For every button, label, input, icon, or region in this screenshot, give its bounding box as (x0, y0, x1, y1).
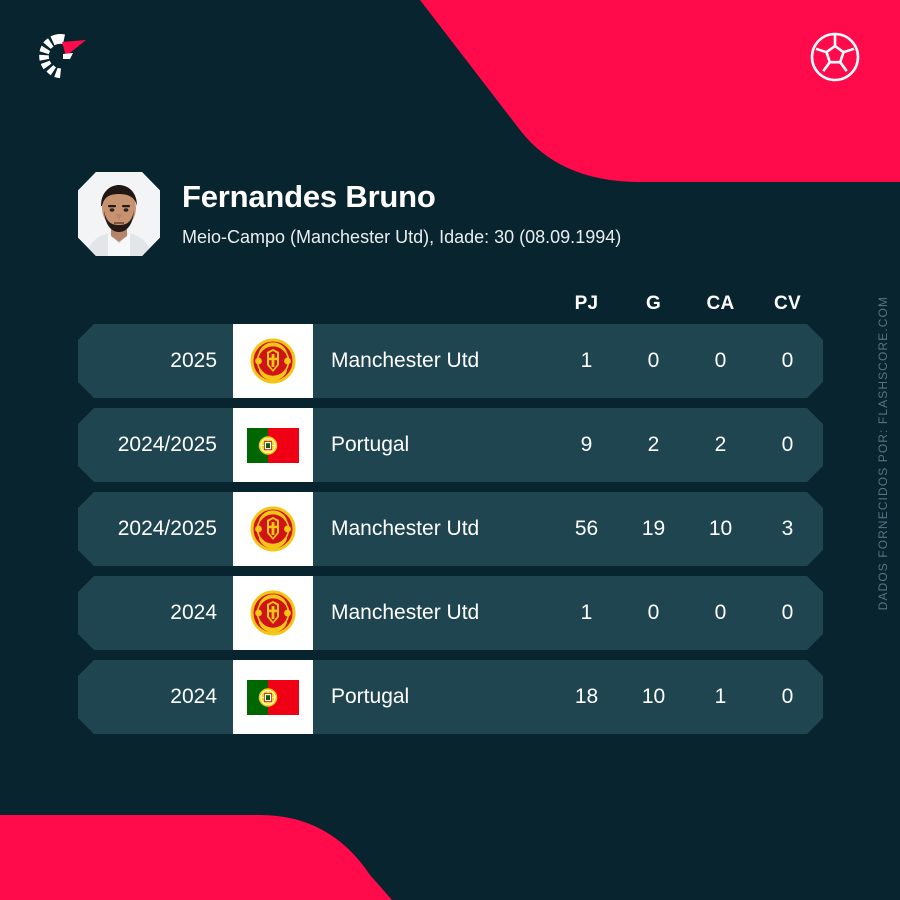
stat-pj: 1 (580, 349, 593, 372)
bottom-red-shape (0, 815, 392, 900)
table-row[interactable]: 2024/2025 Portugal 9 2 2 0 (78, 408, 823, 482)
table-row[interactable]: 2025 Manchester Utd 1 0 (78, 324, 823, 398)
column-header-pj: PJ (574, 293, 599, 314)
stat-ca: 2 (714, 433, 727, 456)
team-name-cell: Manchester Utd (331, 601, 480, 624)
team-name-cell: Manchester Utd (331, 349, 480, 372)
season-cell: 2025 (170, 349, 217, 372)
flashscore-logo-icon (39, 34, 86, 79)
stat-ca: 0 (714, 349, 727, 372)
card-header (0, 0, 900, 150)
stat-ca: 10 (708, 517, 733, 540)
stat-pj: 56 (574, 517, 599, 540)
player-name: Fernandes Bruno (182, 179, 436, 215)
stat-cv: 0 (781, 433, 794, 456)
team-name-cell: Manchester Utd (331, 517, 480, 540)
manchester-utd-crest-icon (233, 492, 313, 566)
stat-cv: 0 (781, 349, 794, 372)
stat-ca: 0 (714, 601, 727, 624)
column-header-g: G (645, 293, 662, 314)
stat-ca: 1 (714, 685, 727, 708)
player-meta: Meio-Campo (Manchester Utd), Idade: 30 (… (182, 226, 622, 247)
player-avatar-photo (78, 172, 160, 256)
stats-table-header: PJ G CA CV (78, 284, 823, 324)
season-cell: 2024/2025 (117, 433, 217, 456)
stat-cv: 0 (781, 601, 794, 624)
data-credit-text: DADOS FORNECIDOS POR: FLASHSCORE.COM (876, 295, 890, 611)
top-red-shape (420, 0, 900, 182)
stat-cv: 0 (781, 685, 794, 708)
team-name-cell: Portugal (331, 433, 410, 456)
portugal-flag-icon (233, 660, 313, 734)
stat-g: 0 (647, 349, 660, 372)
portugal-flag-icon (233, 408, 313, 482)
stat-g: 0 (647, 601, 660, 624)
season-cell: 2024 (170, 685, 217, 708)
team-name-cell: Portugal (331, 685, 410, 708)
season-cell: 2024 (170, 601, 217, 624)
stat-pj: 1 (580, 601, 593, 624)
table-row[interactable]: 2024 Portugal 18 10 1 0 (78, 660, 823, 734)
player-identity: Fernandes Bruno Meio-Campo (Manchester U… (78, 172, 621, 256)
stats-table: PJ G CA CV 2025 (78, 284, 823, 744)
manchester-utd-crest-icon (233, 576, 313, 650)
stat-pj: 18 (574, 685, 599, 708)
table-row[interactable]: 2024/2025 Manchester Utd 56 1 (78, 492, 823, 566)
table-row[interactable]: 2024 Manchester Utd 1 0 (78, 576, 823, 650)
soccer-ball-icon (810, 32, 860, 82)
column-header-cv: CV (774, 293, 801, 314)
stat-g: 19 (641, 517, 666, 540)
column-header-ca: CA (706, 293, 735, 314)
season-cell: 2024/2025 (117, 517, 217, 540)
data-credit: DADOS FORNECIDOS POR: FLASHSCORE.COM (872, 288, 894, 618)
manchester-utd-crest-icon (233, 324, 313, 398)
stat-cv: 3 (781, 517, 794, 540)
stat-g: 2 (647, 433, 660, 456)
stat-g: 10 (641, 685, 666, 708)
stat-pj: 9 (580, 433, 593, 456)
